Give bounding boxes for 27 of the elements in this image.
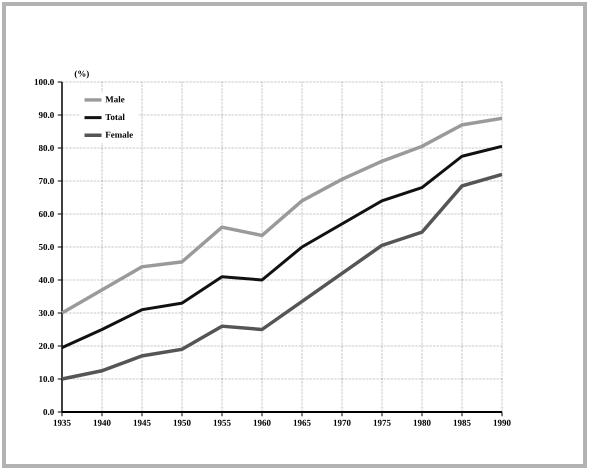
- y-tick-label: 90.0: [38, 112, 54, 118]
- legend-label: Male: [105, 96, 124, 102]
- y-tick-label: 10.0: [39, 376, 54, 382]
- y-axis-title: (%): [74, 70, 89, 78]
- x-tick-label: 1975: [374, 420, 391, 426]
- y-tick-label: 80.0: [38, 144, 54, 152]
- y-tick-label: 50.0: [38, 244, 54, 250]
- x-tick-label: 1945: [134, 420, 151, 426]
- legend-label: Total: [105, 114, 125, 120]
- y-tick-label: 60.0: [38, 210, 54, 218]
- y-tick-label: 20.0: [38, 342, 54, 350]
- x-tick-label: 1955: [214, 420, 231, 426]
- x-tick-label: 1965: [294, 420, 311, 426]
- x-tick-label: 1970: [334, 420, 351, 426]
- y-tick-label: 40.0: [38, 276, 54, 284]
- x-tick-label: 1935: [54, 420, 71, 426]
- y-tick-label: 0.0: [43, 408, 54, 416]
- x-tick-label: 1985: [454, 420, 471, 426]
- y-tick-label: 30.0: [38, 310, 54, 316]
- y-tick-label: 100.0: [34, 78, 54, 86]
- x-tick-label: 1960: [254, 420, 271, 426]
- x-tick-label: 1980: [414, 420, 431, 426]
- legend-label: Female: [105, 131, 133, 138]
- x-tick-label: 1990: [494, 420, 511, 426]
- x-tick-label: 1950: [174, 420, 191, 426]
- x-tick-label: 1940: [94, 420, 111, 426]
- y-tick-label: 70.0: [39, 178, 54, 184]
